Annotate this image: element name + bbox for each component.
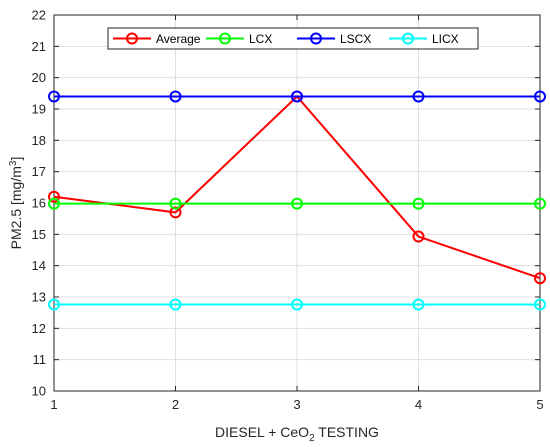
legend-swatch-marker-licx [402,32,414,45]
data-point-average [412,230,425,243]
y-tick-label: 17 [32,164,46,179]
y-tick-label: 16 [32,196,46,211]
x-tick-label: 1 [50,397,57,412]
x-tick-label: 4 [415,397,422,412]
x-tick-label: 2 [172,397,179,412]
x-axis-title-suffix: TESTING [315,424,379,440]
legend-label-average: Average [156,32,201,46]
data-point-lcx [534,197,546,210]
data-point-lscx [169,90,182,103]
y-tick-label: 15 [32,227,46,242]
x-axis-title-subscript: 2 [309,433,315,444]
data-point-licx [48,298,60,311]
x-tick-label: 5 [536,397,543,412]
x-axis-title-main: DIESEL + CeO [215,424,309,440]
data-point-licx [534,298,546,311]
legend-label-licx: LICX [432,32,459,46]
y-tick-label: 13 [32,290,46,305]
legend-swatch-marker-lcx [219,32,231,45]
y-tick-label: 11 [33,352,47,367]
x-axis-title: DIESEL + CeO2 TESTING [215,424,379,444]
data-point-lcx [291,197,303,210]
legend-swatch-marker-lscx [310,32,322,45]
series-lscx [48,90,546,103]
y-axis-title-superscript: 3 [8,160,19,166]
data-point-lcx [169,197,182,210]
data-point-licx [291,298,303,311]
data-point-lscx [412,90,425,103]
data-point-lcx [48,197,60,210]
data-point-lcx [412,197,425,210]
y-tick-label: 19 [32,102,46,117]
series-lcx [48,197,546,210]
data-point-licx [412,298,425,311]
data-point-average [169,206,182,219]
data-point-lscx [48,90,60,103]
data-point-licx [169,298,182,311]
legend-label-lcx: LCX [249,32,272,46]
data-point-average [534,272,546,285]
legend-entry-lcx: LCX [206,32,272,46]
y-axis-title: PM2.5 [mg/m3] [8,157,24,250]
data-point-lscx [291,90,303,103]
y-tick-label: 21 [32,39,46,54]
y-tick-label: 18 [32,133,46,148]
legend-entry-lscx: LSCX [297,32,371,46]
legend-entry-average: Average [113,32,201,46]
data-point-lscx [534,90,546,103]
y-tick-label: 12 [32,321,46,336]
y-axis-title-main: PM2.5 [mg/m [8,166,24,249]
y-tick-label: 10 [32,384,46,399]
y-tick-label: 14 [32,258,46,273]
legend-label-lscx: LSCX [340,32,371,46]
data-point-average [48,190,60,203]
series-licx [48,298,546,311]
y-tick-label: 22 [32,8,46,23]
y-axis-title-suffix: ] [8,157,24,161]
y-tick-label: 20 [32,70,46,85]
series-layer [48,90,546,311]
legend-entry-licx: LICX [389,32,459,46]
x-tick-label: 3 [293,397,300,412]
legend: Average LCX LSCX LICX [107,27,479,50]
legend-box [107,27,479,50]
legend-swatch-marker-average [126,32,138,45]
